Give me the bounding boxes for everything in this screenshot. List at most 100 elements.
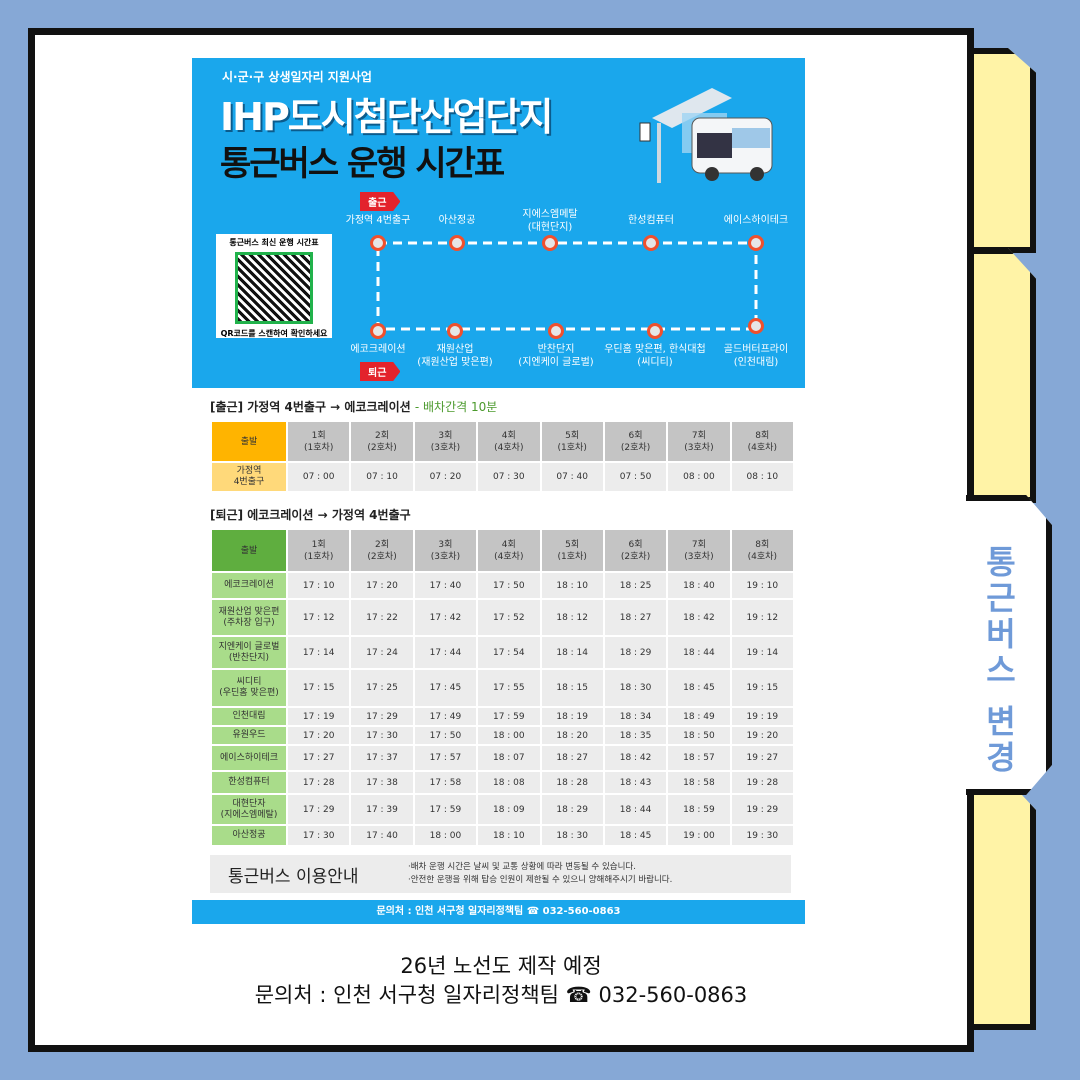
corner-cell: 출발 xyxy=(210,420,288,463)
time-cell: 17 : 39 xyxy=(349,793,415,826)
info-notes: ·배차 운행 시간은 날씨 및 교통 상황에 따라 변동될 수 있습니다. ·안… xyxy=(408,861,672,887)
column-header: 6회 (2호차) xyxy=(602,528,669,573)
time-cell: 18 : 45 xyxy=(602,824,669,847)
time-cell: 18 : 29 xyxy=(602,635,669,670)
info-note: ·안전한 운행을 위해 탑승 인원이 제한될 수 있으니 양해해주시기 바랍니다… xyxy=(408,875,673,885)
time-cell: 17 : 10 xyxy=(285,571,352,600)
corner-cell: 출발 xyxy=(210,528,288,573)
time-cell: 17 : 12 xyxy=(285,598,352,637)
header-row: 출발 1회 (1호차) 2회 (2호차) 3회 (3호차) 4회 (4호차) 5회 (1호차) 6회(… xyxy=(210,528,796,573)
time-cell: 17 : 20 xyxy=(285,725,352,746)
time-cell: 19 : 28 xyxy=(729,770,796,795)
time-cell: 17 : 30 xyxy=(349,725,415,746)
time-cell: 17 : 30 xyxy=(285,824,352,847)
time-cell: 18 : 58 xyxy=(666,770,732,795)
time-cell: 17 : 22 xyxy=(349,598,415,637)
time-cell: 07 : 10 xyxy=(349,461,415,493)
title-line-2: 통근버스 운행 시간표 xyxy=(220,144,505,184)
time-cell: 18 : 42 xyxy=(602,744,669,772)
folder-tab-active[interactable] xyxy=(966,495,1052,795)
qr-title: 통근버스 최신 운행 시간표 xyxy=(229,238,319,247)
station-dot xyxy=(447,323,463,339)
interval-note: - 배차간격 10분 xyxy=(414,400,498,414)
contact-footer: 문의처 : 인천 서구청 일자리정책팀 ☎ 032-560-0863 xyxy=(192,900,805,924)
outbound-title: [출근] 가정역 4번출구 → 에코크레이션 - 배차간격 10분 xyxy=(210,398,497,415)
time-cell: 07 : 30 xyxy=(476,461,542,493)
time-cell: 18 : 57 xyxy=(666,744,732,772)
route-line xyxy=(376,241,758,331)
folder-tab-middle[interactable] xyxy=(966,248,1036,503)
time-cell: 19 : 20 xyxy=(729,725,796,746)
column-header: 3회 (3호차) xyxy=(412,420,479,463)
column-header: 8회 (4호차) xyxy=(729,420,796,463)
stop-name: 재원산업 맞은편 (주차장 입구) xyxy=(210,598,288,637)
column-header: 5회 (1호차) xyxy=(539,420,605,463)
time-cell: 18 : 35 xyxy=(602,725,669,746)
time-cell: 19 : 19 xyxy=(729,706,796,727)
title-line-1: IHP도시첨단산업단지 xyxy=(220,95,553,139)
outbound-arrow: 출근 xyxy=(360,192,401,211)
time-cell: 18 : 15 xyxy=(539,668,605,708)
time-cell: 17 : 50 xyxy=(412,725,479,746)
time-cell: 18 : 27 xyxy=(602,598,669,637)
table-row: 인천대림 17 : 19 17 : 29 17 : 49 17 : 59 18 : 19 1… xyxy=(210,706,796,727)
station-label: 가정역 4번출구 xyxy=(345,215,411,226)
side-tab-label: 통근버스 변경 xyxy=(980,545,1018,777)
time-cell: 17 : 40 xyxy=(412,571,479,600)
time-cell: 18 : 59 xyxy=(666,793,732,826)
table-row: 가정역 4번출구 07 : 00 07 : 10 07 : 20 07 : 30 07 : … xyxy=(210,461,796,493)
time-cell: 17 : 50 xyxy=(476,571,542,600)
info-heading: 통근버스 이용안내 xyxy=(228,867,359,887)
time-cell: 17 : 52 xyxy=(476,598,542,637)
station-dot xyxy=(748,235,764,251)
stop-name: 유원우드 xyxy=(210,725,288,746)
station-dot xyxy=(449,235,465,251)
qr-panel[interactable]: 통근버스 최신 운행 시간표 QR코드를 스캔하여 확인하세요 xyxy=(216,234,332,338)
station-dot xyxy=(542,235,558,251)
folder-tab-bottom[interactable] xyxy=(966,780,1036,1030)
inbound-title: [퇴근] 에코크레이션 → 가정역 4번출구 xyxy=(210,508,411,522)
usage-info: 통근버스 이용안내 ·배차 운행 시간은 날씨 및 교통 상황에 따라 변동될 … xyxy=(210,855,791,893)
column-header: 6회 (2호차) xyxy=(602,420,669,463)
column-header: 2회 (2호차) xyxy=(349,420,415,463)
stop-name: 가정역 4번출구 xyxy=(210,461,288,493)
time-cell: 18 : 10 xyxy=(476,824,542,847)
bus-stop-illustration xyxy=(639,88,773,183)
time-cell: 17 : 24 xyxy=(349,635,415,670)
time-cell: 18 : 50 xyxy=(666,725,732,746)
table-row: 씨디티 (우딘홈 맞은편) 17 : 15 17 : 25 17 : 45 17 : 55… xyxy=(210,668,796,708)
time-cell: 17 : 59 xyxy=(412,793,479,826)
table-row: 에코크레이션 17 : 10 17 : 20 17 : 40 17 : 50 18 : 1… xyxy=(210,571,796,600)
station-label: 아산정공 xyxy=(438,215,476,226)
time-cell: 18 : 08 xyxy=(476,770,542,795)
time-cell: 18 : 30 xyxy=(539,824,605,847)
time-cell: 18 : 45 xyxy=(666,668,732,708)
time-cell: 18 : 19 xyxy=(539,706,605,727)
station-dot xyxy=(647,323,663,339)
time-cell: 17 : 20 xyxy=(349,571,415,600)
hero-banner: 시·군·구 상생일자리 지원사업 IHP도시첨단산업단지 통근버스 운행 시간표… xyxy=(192,58,805,388)
station-label: 에이스하이테크 xyxy=(723,215,789,226)
time-cell: 18 : 25 xyxy=(602,571,669,600)
inbound-arrow: 퇴근 xyxy=(360,362,401,381)
column-header: 4회 (4호차) xyxy=(476,528,542,573)
station-label: 재원산업 (재원산업 맞은편) xyxy=(417,344,493,368)
time-cell: 17 : 44 xyxy=(412,635,479,670)
time-cell: 08 : 10 xyxy=(729,461,796,493)
station-dot xyxy=(548,323,564,339)
time-cell: 17 : 15 xyxy=(285,668,352,708)
time-cell: 18 : 40 xyxy=(666,571,732,600)
time-cell: 19 : 10 xyxy=(729,571,796,600)
qr-caption: QR코드를 스캔하여 확인하세요 xyxy=(220,329,328,338)
time-cell: 19 : 15 xyxy=(729,668,796,708)
stop-name: 에코크레이션 xyxy=(210,571,288,600)
table-row: 지엔케이 글로벌 (반찬단지) 17 : 14 17 : 24 17 : 44 17 : … xyxy=(210,635,796,670)
time-cell: 07 : 00 xyxy=(285,461,352,493)
time-cell: 17 : 37 xyxy=(349,744,415,772)
time-cell: 17 : 28 xyxy=(285,770,352,795)
stop-name: 아산정공 xyxy=(210,824,288,847)
station-label: 지에스엠메탈 (대현단지) xyxy=(522,209,578,233)
station-dot xyxy=(370,323,386,339)
qr-code[interactable] xyxy=(235,252,313,324)
folder-tab-top[interactable] xyxy=(966,48,1036,253)
